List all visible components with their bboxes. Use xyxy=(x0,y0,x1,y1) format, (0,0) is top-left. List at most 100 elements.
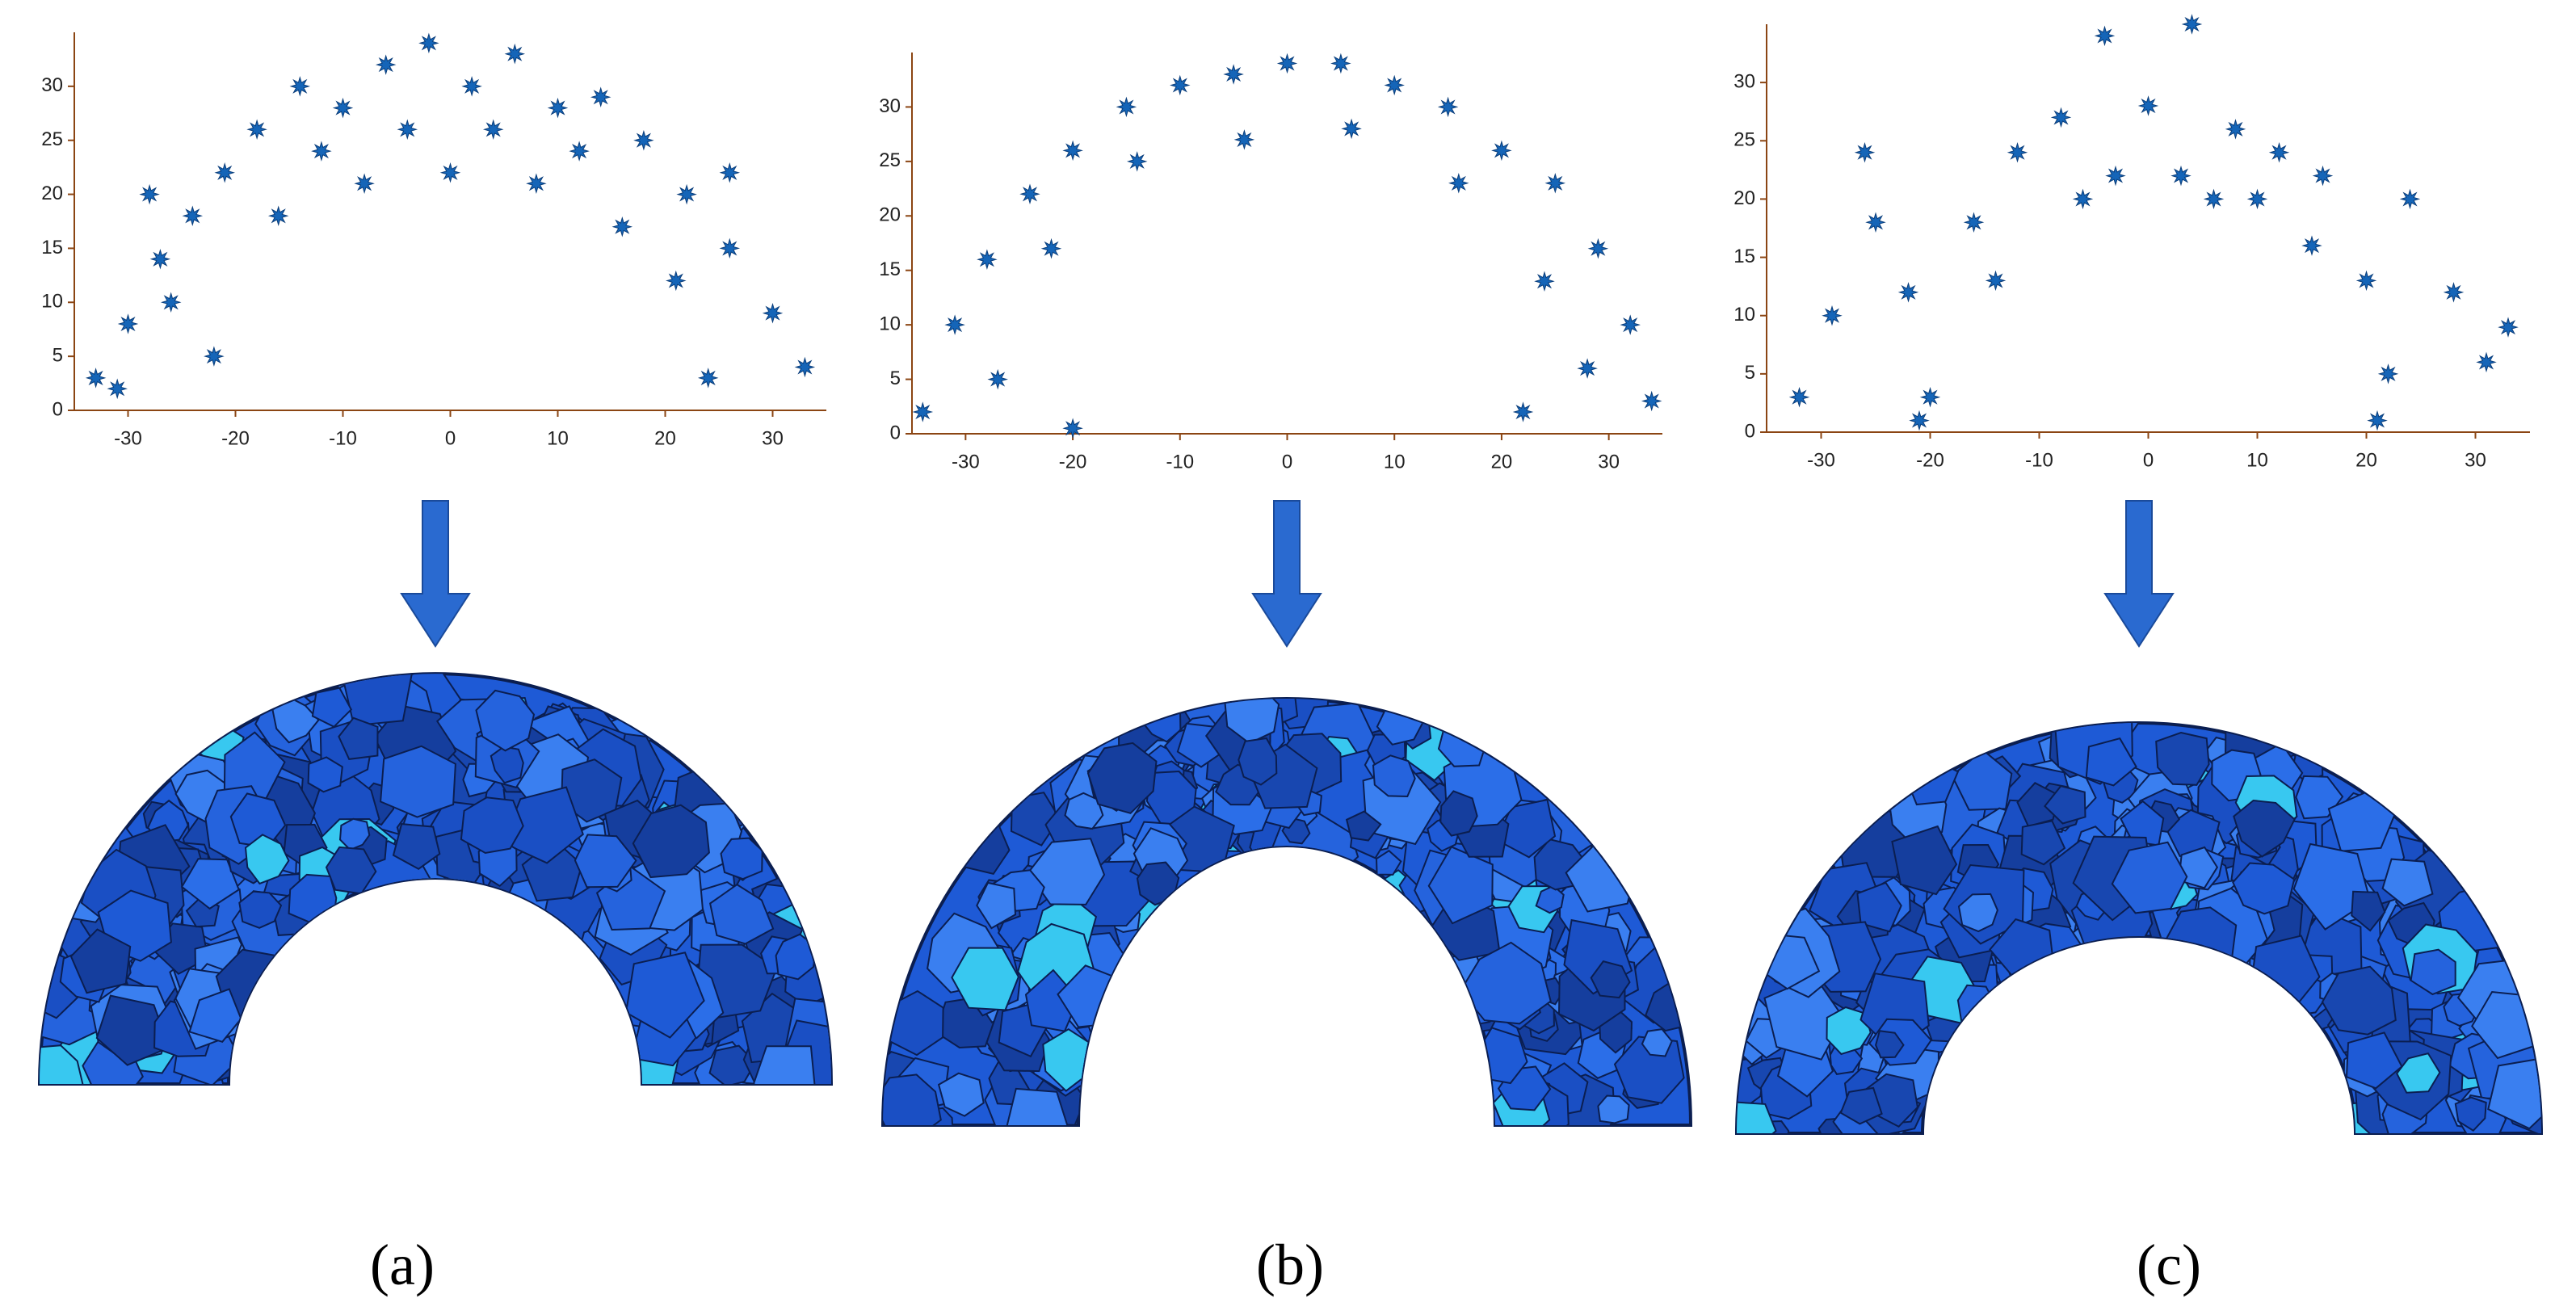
point xyxy=(1126,151,1148,172)
point xyxy=(1437,96,1459,118)
point xyxy=(117,313,139,334)
caption: (a) xyxy=(370,1233,435,1297)
point xyxy=(397,119,418,141)
x-tick-label: 20 xyxy=(2355,449,2377,471)
point xyxy=(569,141,590,162)
point xyxy=(1534,271,1555,292)
cell xyxy=(1005,1087,1069,1125)
cell xyxy=(2321,965,2397,1036)
point xyxy=(85,368,107,389)
cell xyxy=(1459,941,1552,1025)
arrow xyxy=(1251,500,1322,648)
cell xyxy=(271,695,320,744)
tessellation xyxy=(1737,723,2541,1133)
x-tick-label: -10 xyxy=(2025,449,2053,471)
point xyxy=(762,302,784,324)
cell xyxy=(1957,893,1998,933)
x-tick-label: 30 xyxy=(1598,451,1620,473)
point xyxy=(1233,129,1255,150)
cell xyxy=(1535,884,1565,914)
y-tick-label: 10 xyxy=(1733,304,1755,326)
point xyxy=(504,43,526,65)
point xyxy=(1223,64,1244,85)
point xyxy=(461,76,482,97)
cell xyxy=(1875,1030,1905,1059)
point xyxy=(204,346,225,367)
point xyxy=(160,292,182,313)
caption: (b) xyxy=(1256,1233,1324,1297)
cell xyxy=(95,994,170,1066)
cell xyxy=(2155,731,2210,786)
point xyxy=(1620,314,1641,335)
point xyxy=(794,356,816,378)
point xyxy=(2476,351,2497,373)
cell xyxy=(1763,975,1845,1061)
arrow xyxy=(400,500,471,648)
x-tick-label: -20 xyxy=(221,427,250,449)
y-tick-label: 5 xyxy=(53,344,63,366)
cell xyxy=(1951,749,2013,811)
point xyxy=(2355,270,2377,292)
point xyxy=(289,76,311,97)
point xyxy=(912,401,934,422)
x-tick-label: -10 xyxy=(1166,451,1194,473)
x-tick-label: -30 xyxy=(1807,449,1835,471)
point xyxy=(182,205,204,227)
cell xyxy=(976,881,1017,930)
point xyxy=(439,162,461,183)
cell xyxy=(1238,737,1278,786)
cell xyxy=(1010,792,1061,847)
cell xyxy=(2351,890,2386,932)
cell xyxy=(2020,820,2066,866)
point xyxy=(2246,188,2268,210)
point xyxy=(2301,235,2322,256)
y-tick-label: 0 xyxy=(890,422,901,443)
y-tick-label: 10 xyxy=(41,291,63,313)
point xyxy=(418,32,439,54)
point xyxy=(611,216,633,237)
point xyxy=(482,119,504,141)
x-tick-label: -30 xyxy=(114,427,142,449)
point xyxy=(2203,188,2225,210)
point xyxy=(2181,14,2203,35)
y-tick-label: 10 xyxy=(879,313,901,334)
cell xyxy=(1064,792,1104,830)
point xyxy=(2367,410,2388,431)
cell xyxy=(1086,742,1158,814)
point xyxy=(375,54,397,75)
point xyxy=(977,249,998,270)
cell xyxy=(238,890,283,929)
cell xyxy=(188,988,242,1043)
tessellation xyxy=(40,674,831,1084)
x-tick-label: 30 xyxy=(762,427,784,449)
cell xyxy=(2410,948,2456,996)
point xyxy=(590,86,611,107)
point xyxy=(2268,141,2290,163)
y-tick-label: 5 xyxy=(1745,362,1755,384)
x-tick-label: -10 xyxy=(329,427,357,449)
y-tick-label: 25 xyxy=(1733,129,1755,151)
point xyxy=(1341,118,1362,140)
point xyxy=(1170,74,1191,96)
point xyxy=(547,97,569,119)
cell xyxy=(69,928,132,994)
point xyxy=(2377,363,2399,384)
point xyxy=(2072,188,2094,210)
point xyxy=(2137,95,2159,116)
y-tick-label: 30 xyxy=(1733,70,1755,92)
point xyxy=(1062,418,1083,439)
point xyxy=(1040,237,1062,259)
point xyxy=(1963,212,1985,233)
point xyxy=(719,162,741,183)
y-tick-label: 20 xyxy=(41,183,63,204)
point xyxy=(676,183,697,205)
cell xyxy=(937,1072,985,1117)
cell xyxy=(502,786,584,864)
point xyxy=(1909,410,1930,431)
point xyxy=(1641,390,1662,412)
point xyxy=(2443,282,2465,303)
cell xyxy=(223,731,286,801)
y-tick-label: 30 xyxy=(879,95,901,117)
cell xyxy=(338,716,379,760)
point xyxy=(311,141,332,162)
